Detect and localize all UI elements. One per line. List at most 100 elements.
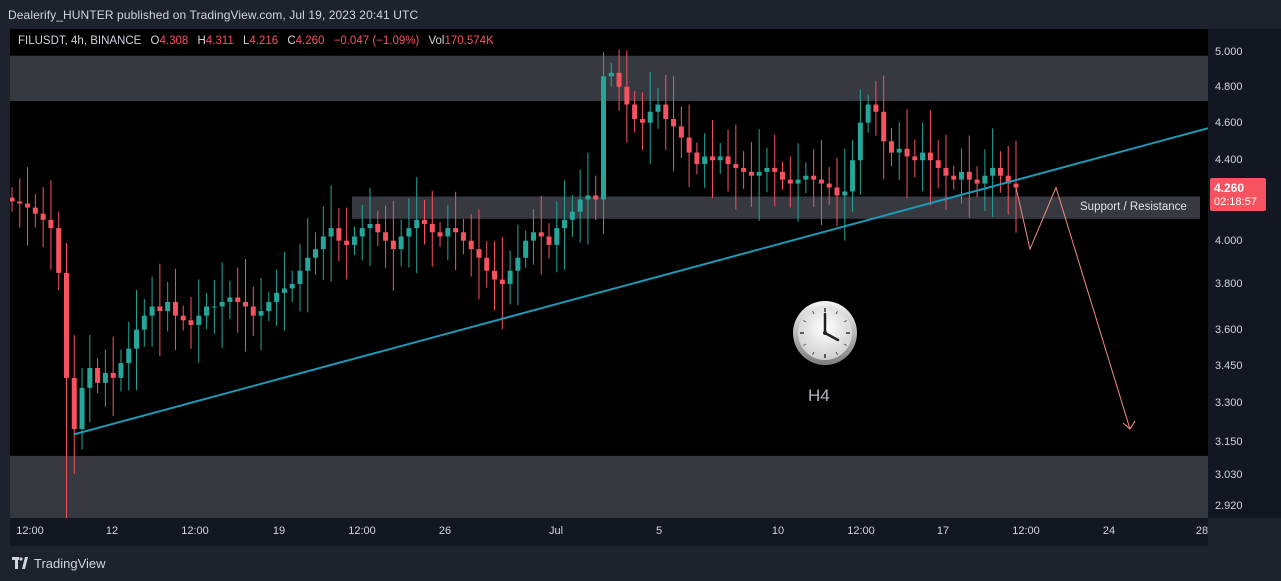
candle-body	[421, 219, 427, 224]
candle-body	[982, 175, 988, 184]
timeframe-label: H4	[808, 386, 830, 405]
candle-body	[562, 219, 568, 229]
time-tick: 17	[936, 525, 950, 537]
candle-body	[351, 236, 357, 245]
candle-body	[281, 288, 287, 293]
candles-layer	[10, 49, 1019, 518]
candle-body	[780, 171, 786, 180]
candle-body	[406, 228, 412, 237]
candle-body	[1013, 183, 1019, 188]
candle-body	[25, 203, 31, 208]
candle-body	[593, 195, 599, 200]
candle-body	[1005, 175, 1011, 184]
price-tick: 3.450	[1215, 359, 1243, 372]
time-tick: 24	[1102, 525, 1116, 537]
candlestick-chart[interactable]	[10, 29, 1208, 518]
candle-body	[927, 152, 933, 161]
candle-body	[453, 228, 459, 233]
candle-body	[110, 372, 116, 378]
candle-body	[398, 236, 404, 250]
volume-label: Vol	[428, 35, 445, 47]
candle-body	[818, 179, 824, 184]
projection-arrowhead	[1122, 420, 1136, 430]
last-price-badge: 4.260 02:18:57	[1210, 178, 1266, 211]
candle-body	[196, 315, 202, 325]
candle-body	[274, 292, 280, 302]
candle-body	[803, 175, 809, 180]
chart-plot-area[interactable]: FILUSDT, 4h, BINANCE O4.308 H4.311 L4.21…	[10, 29, 1208, 518]
alarm-clock-icon	[791, 300, 859, 366]
candle-body	[188, 320, 194, 325]
candle-body	[313, 249, 319, 258]
candle-body	[523, 240, 529, 258]
candle-body	[71, 377, 77, 430]
candle-body	[289, 283, 295, 289]
price-tick: 3.800	[1215, 277, 1243, 290]
candle-body	[850, 160, 856, 192]
high-label: H	[197, 35, 206, 47]
high-value: 4.311	[205, 35, 234, 47]
price-axis[interactable]: 5.0004.8004.6004.4004.2004.0003.8003.600…	[1208, 29, 1281, 518]
price-tick: 4.000	[1215, 234, 1243, 247]
candle-body	[741, 167, 747, 172]
time-tick: 12:00	[16, 525, 44, 537]
candle-body	[764, 167, 770, 172]
candle-body	[616, 72, 622, 87]
open-value: 4.308	[159, 35, 189, 47]
candle-body	[87, 368, 93, 388]
candle-body	[678, 126, 684, 138]
support-resistance-zone	[352, 196, 1200, 219]
candle-body	[748, 171, 754, 176]
candle-body	[258, 311, 264, 316]
candle-body	[484, 257, 490, 271]
time-tick: 12:00	[847, 525, 875, 537]
tradingview-logo-icon[interactable]	[12, 557, 28, 569]
candle-body	[40, 213, 46, 220]
candle-body	[63, 272, 69, 378]
ascending-trendline	[73, 127, 1208, 436]
candle-body	[974, 179, 980, 184]
candle-body	[250, 306, 256, 316]
candle-body	[492, 270, 498, 280]
candle-body	[881, 111, 887, 142]
price-tick: 4.800	[1215, 80, 1243, 93]
candle-body	[180, 315, 186, 321]
candle-body	[686, 137, 692, 153]
candle-body	[857, 122, 863, 161]
time-tick: 12:00	[181, 525, 209, 537]
candle-body	[149, 306, 155, 316]
upper-resistance-zone	[10, 55, 1208, 101]
candle-body	[624, 86, 630, 105]
candle-body	[414, 219, 420, 229]
low-value: 4.216	[249, 35, 279, 47]
price-tick: 3.030	[1215, 469, 1243, 482]
open-label: O	[150, 35, 160, 47]
candle-body	[32, 207, 38, 214]
candle-body	[204, 306, 210, 316]
candle-body	[826, 183, 832, 188]
time-tick: 5	[655, 525, 663, 537]
bar-countdown: 02:18:57	[1214, 196, 1257, 208]
candle-body	[709, 156, 715, 161]
projection-path	[1015, 186, 1131, 430]
support-resistance-label: Support / Resistance	[1080, 201, 1187, 213]
price-tick: 3.600	[1215, 323, 1243, 336]
tradingview-brand[interactable]: TradingView	[34, 556, 106, 571]
time-tick: 12:00	[348, 525, 376, 537]
candle-body	[997, 167, 1003, 176]
candle-body	[445, 228, 451, 237]
close-label: C	[287, 35, 296, 47]
symbol-info[interactable]: FILUSDT, 4h, BINANCE	[18, 35, 142, 47]
candle-body	[102, 372, 108, 383]
candle-body	[429, 223, 435, 233]
time-axis[interactable]: 12:00 12 12:00 19 12:00 26 Jul 5 10 12:00 17 12:00 2…	[10, 518, 1208, 546]
candle-body	[577, 199, 583, 212]
candle-body	[242, 301, 248, 307]
symbol-legend: FILUSDT, 4h, BINANCE O4.308 H4.311 L4.21…	[18, 35, 494, 47]
time-tick: 19	[272, 525, 286, 537]
candle-body	[787, 179, 793, 184]
candle-body	[888, 141, 894, 153]
candle-body	[211, 306, 217, 308]
zones-layer	[10, 55, 1208, 518]
candle-body	[375, 223, 381, 233]
